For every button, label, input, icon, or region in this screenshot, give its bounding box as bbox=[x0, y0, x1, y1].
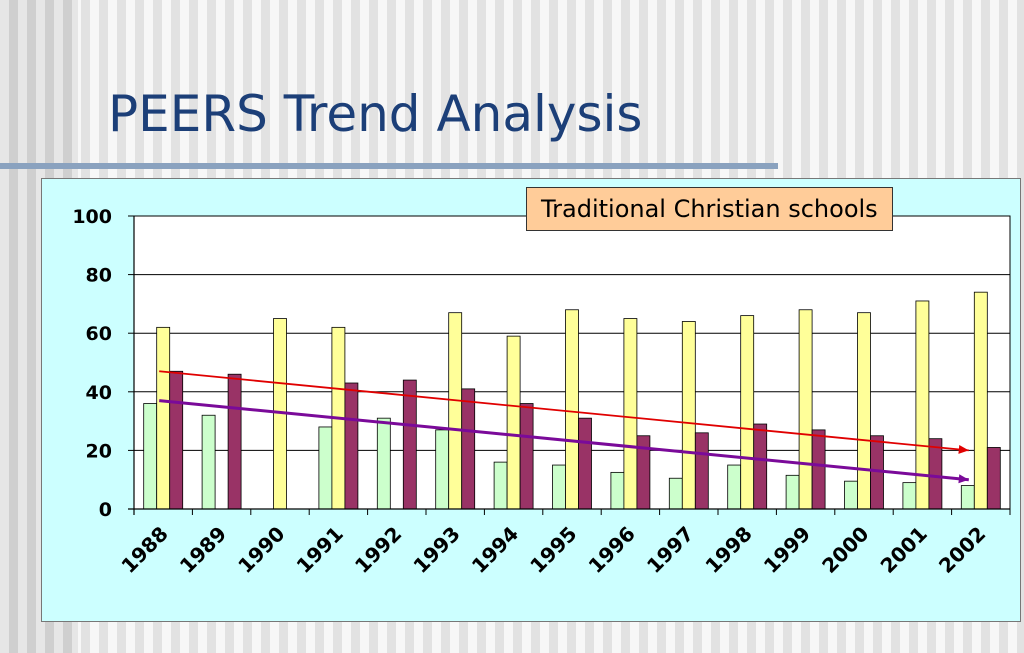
bar bbox=[519, 403, 534, 510]
bar bbox=[753, 423, 768, 510]
title-underline bbox=[0, 163, 778, 169]
bar bbox=[461, 388, 476, 510]
y-tick-label: 80 bbox=[86, 265, 112, 287]
x-tick-label: 2001 bbox=[876, 522, 932, 578]
bar bbox=[915, 300, 930, 510]
bar bbox=[318, 426, 333, 510]
page-title: PEERS Trend Analysis bbox=[108, 85, 643, 143]
x-tick-label: 1988 bbox=[116, 522, 172, 578]
bar bbox=[143, 403, 158, 510]
y-tick-label: 100 bbox=[72, 206, 112, 228]
chart-annotation: Traditional Christian schools bbox=[526, 187, 893, 231]
bar bbox=[344, 382, 359, 510]
trendline-arrowhead bbox=[958, 444, 969, 454]
bar bbox=[798, 309, 813, 510]
x-tick-label: 1990 bbox=[233, 522, 289, 578]
x-tick-label: 1999 bbox=[759, 522, 815, 578]
x-tick-label: 2000 bbox=[817, 522, 873, 578]
trendline-purple bbox=[159, 399, 969, 482]
bar bbox=[681, 321, 696, 510]
bar bbox=[740, 315, 755, 510]
bar bbox=[610, 471, 625, 510]
x-axis-tick-labels: 1988 1989 1990 1991 1992 1993 1994 1995 1996 1997… bbox=[116, 522, 990, 578]
bar bbox=[435, 429, 450, 510]
bar bbox=[506, 335, 521, 510]
bar bbox=[227, 373, 242, 510]
x-tick-label: 2002 bbox=[934, 522, 990, 578]
bar bbox=[623, 318, 638, 510]
x-tick-label: 1993 bbox=[408, 522, 464, 578]
bar bbox=[727, 464, 742, 510]
bar bbox=[857, 312, 871, 510]
trendline-arrowhead bbox=[958, 474, 969, 484]
bar bbox=[928, 438, 943, 510]
bar bbox=[156, 326, 171, 510]
bar bbox=[902, 482, 917, 510]
axes bbox=[128, 215, 1011, 515]
x-tick-label: 1994 bbox=[467, 522, 523, 578]
bar bbox=[376, 417, 391, 510]
bar bbox=[402, 379, 417, 510]
bar bbox=[785, 474, 800, 510]
bar bbox=[844, 480, 858, 510]
bar bbox=[960, 485, 975, 510]
x-tick-label: 1998 bbox=[700, 522, 756, 578]
bar bbox=[973, 291, 988, 510]
y-axis-tick-labels: 0 20 40 60 80 100 bbox=[72, 206, 112, 521]
y-tick-label: 0 bbox=[99, 499, 112, 521]
bar bbox=[986, 447, 1001, 510]
trendlines bbox=[159, 370, 969, 484]
x-tick-label: 1997 bbox=[642, 522, 698, 578]
bar bbox=[694, 432, 709, 510]
x-tick-label: 1995 bbox=[525, 522, 581, 578]
y-tick-label: 20 bbox=[86, 440, 112, 462]
bar bbox=[668, 477, 683, 510]
y-tick-label: 40 bbox=[86, 382, 112, 404]
bar bbox=[578, 417, 592, 510]
bar bbox=[552, 464, 566, 510]
y-tick-label: 60 bbox=[86, 323, 112, 345]
bar bbox=[811, 429, 826, 510]
bar bbox=[169, 370, 184, 510]
trendline-red bbox=[159, 370, 969, 452]
x-tick-label: 1991 bbox=[292, 522, 348, 578]
bar bbox=[448, 312, 463, 510]
bar bbox=[201, 414, 216, 510]
x-tick-label: 1996 bbox=[584, 522, 640, 578]
bar bbox=[493, 461, 508, 510]
x-tick-label: 1989 bbox=[175, 522, 231, 578]
bar bbox=[565, 309, 579, 510]
x-tick-label: 1992 bbox=[350, 522, 406, 578]
